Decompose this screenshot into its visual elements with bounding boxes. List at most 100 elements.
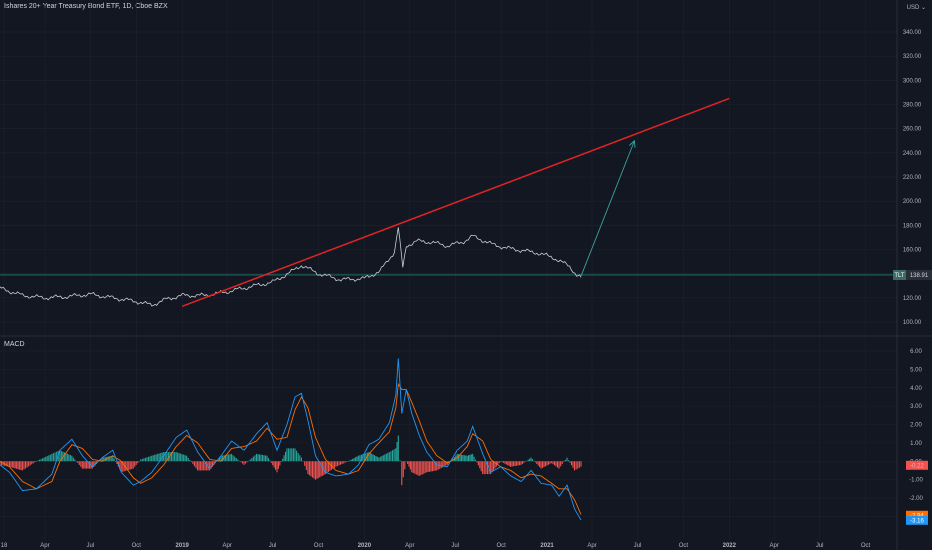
histogram-bar	[119, 461, 121, 470]
histogram-bar	[578, 461, 580, 468]
histogram-bar	[421, 461, 423, 475]
histogram-bar	[186, 455, 188, 462]
histogram-bar	[134, 461, 136, 467]
histogram-bar	[69, 455, 71, 462]
histogram-bar	[405, 461, 407, 462]
histogram-bar	[120, 461, 122, 473]
histogram-bar	[513, 461, 515, 467]
time-tick-label: Apr	[40, 543, 49, 549]
histogram-bar	[343, 461, 345, 464]
histogram-bar	[10, 461, 12, 468]
histogram-bar	[411, 461, 413, 473]
histogram-bar	[353, 458, 355, 462]
histogram-bar	[169, 452, 171, 462]
histogram-bar	[375, 456, 377, 462]
histogram-bar	[335, 461, 337, 467]
histogram-bar	[245, 461, 247, 464]
histogram-bar	[526, 460, 528, 462]
histogram-bar	[63, 452, 65, 462]
histogram-bar	[206, 461, 208, 471]
histogram-bar	[362, 454, 364, 462]
histogram-bar	[258, 454, 261, 462]
histogram-bar	[45, 456, 47, 462]
histogram-bar	[418, 461, 420, 476]
histogram-bar	[570, 461, 573, 466]
histogram-bar	[29, 461, 31, 466]
histogram-bar	[32, 461, 34, 464]
histogram-bar	[257, 454, 259, 462]
histogram-bar	[429, 461, 431, 472]
histogram-bar	[302, 461, 304, 462]
histogram-bar	[561, 461, 563, 465]
histogram-bar	[490, 461, 492, 475]
trendline	[181, 97, 730, 307]
histogram-bar	[563, 461, 565, 462]
price-tick-label: 220.00	[903, 175, 922, 181]
histogram-bar	[181, 454, 183, 462]
histogram-bar	[216, 461, 218, 462]
histogram-bar	[414, 461, 416, 474]
histogram-bar	[49, 454, 51, 462]
histogram-bar	[155, 454, 157, 462]
histogram-bar	[307, 461, 309, 475]
histogram-bar	[523, 461, 525, 463]
histogram-bar	[520, 461, 522, 465]
histogram-bar	[37, 460, 39, 462]
histogram-bar	[299, 455, 301, 462]
histogram-bar	[340, 461, 342, 465]
histogram-bar	[396, 441, 398, 462]
grid-lines	[0, 0, 897, 540]
histogram-bar	[382, 455, 384, 462]
histogram-bar	[78, 461, 80, 465]
histogram-bar	[126, 461, 128, 471]
histogram-bar	[527, 459, 529, 462]
histogram-bar	[536, 461, 538, 464]
symbol-badge-bg	[893, 269, 906, 280]
histogram-bar	[308, 461, 310, 476]
time-tick-label: Apr	[222, 543, 231, 549]
histogram-bar	[266, 455, 268, 462]
histogram-bar	[137, 461, 139, 464]
histogram-bar	[51, 453, 53, 462]
histogram-bar	[412, 461, 414, 474]
histogram-bar	[164, 452, 166, 462]
histogram-bar	[235, 458, 237, 462]
histogram-bar	[297, 452, 299, 462]
histogram-bar	[46, 456, 48, 462]
histogram-bar	[545, 461, 547, 467]
histogram-bar	[272, 461, 274, 466]
histogram-bar	[123, 461, 125, 472]
time-tick-label: 2019	[176, 543, 190, 549]
histogram-bar	[460, 454, 463, 462]
histogram-bar	[128, 461, 130, 470]
histogram-bar	[359, 455, 361, 462]
histogram-bar	[86, 461, 88, 469]
histogram-bar	[352, 458, 354, 462]
histogram-bar	[316, 461, 318, 479]
macd-tick-label: 5.00	[910, 367, 922, 373]
histogram-bar	[346, 461, 348, 462]
histogram-bar	[304, 461, 306, 466]
histogram-bar	[187, 457, 189, 462]
histogram-bar	[402, 461, 404, 478]
histogram-bar	[326, 461, 328, 474]
time-tick-label: Jul	[87, 543, 95, 549]
histogram-bar	[43, 457, 45, 462]
histogram-bar	[248, 460, 250, 462]
histogram-bar	[279, 461, 281, 466]
histogram-bar	[344, 461, 346, 463]
histogram-bar	[501, 461, 503, 463]
histogram-bar	[473, 456, 475, 462]
currency-selector[interactable]: USD ⌄	[907, 4, 926, 11]
histogram-bar	[434, 461, 436, 471]
histogram-bar	[427, 461, 429, 473]
histogram-bar	[300, 457, 303, 462]
time-tick-label: Apr	[587, 543, 596, 549]
histogram-bar	[399, 460, 401, 462]
histogram-bar	[479, 461, 481, 469]
histogram-bar	[492, 461, 495, 471]
histogram-bar	[347, 461, 349, 462]
histogram-bar	[229, 454, 231, 462]
histogram-bar	[129, 461, 131, 470]
